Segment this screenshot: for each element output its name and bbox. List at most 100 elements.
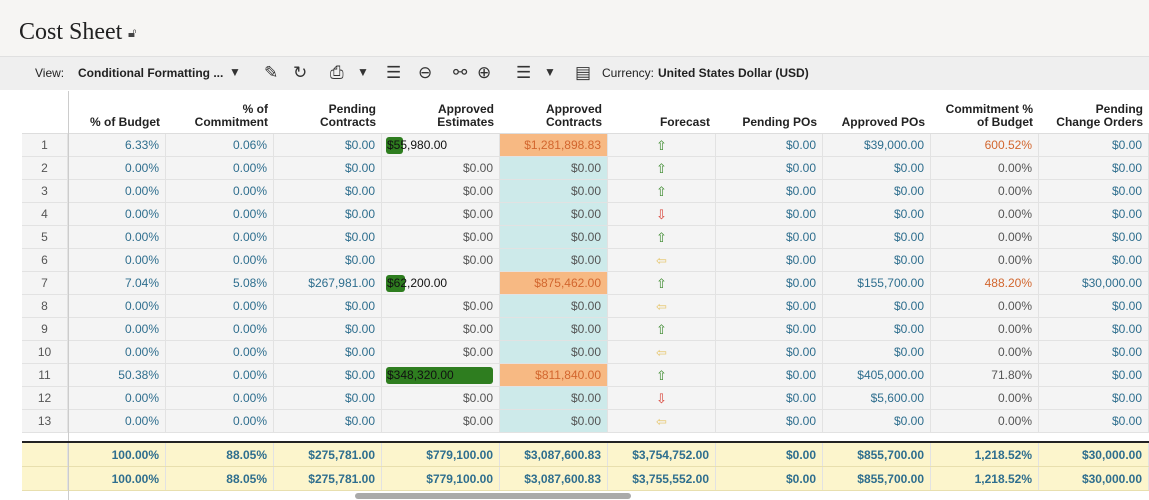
cell-pending-contracts[interactable]: $0.00 xyxy=(274,157,382,179)
cell-approved-pos[interactable]: $0.00 xyxy=(823,180,931,202)
cell-approved-pos[interactable]: $0.00 xyxy=(823,318,931,340)
cell-pending-pos[interactable]: $0.00 xyxy=(716,341,823,363)
forecast-left-arrow-icon[interactable]: ⇦ xyxy=(608,249,716,271)
cell-pending-contracts[interactable]: $0.00 xyxy=(274,226,382,248)
currency-value[interactable]: United States Dollar (USD) xyxy=(658,66,809,80)
cell-approved-contracts[interactable]: $0.00 xyxy=(500,387,608,409)
forecast-down-arrow-icon[interactable]: ⇩ xyxy=(608,387,716,409)
cell-pending-change-orders[interactable]: $0.00 xyxy=(1039,134,1149,156)
cell--of-commitment[interactable]: 0.00% xyxy=(166,295,274,317)
cell-pending-change-orders[interactable]: $0.00 xyxy=(1039,157,1149,179)
cell-commitment-of-budget[interactable]: 71.80% xyxy=(931,364,1039,386)
cell-commitment-of-budget[interactable]: 0.00% xyxy=(931,180,1039,202)
cell-approved-pos[interactable]: $0.00 xyxy=(823,341,931,363)
forecast-up-arrow-icon[interactable]: ⇧ xyxy=(608,134,716,156)
cell-approved-pos[interactable]: $39,000.00 xyxy=(823,134,931,156)
cell-approved-pos[interactable]: $405,000.00 xyxy=(823,364,931,386)
forecast-up-arrow-icon[interactable]: ⇧ xyxy=(608,318,716,340)
cell--of-budget[interactable]: 0.00% xyxy=(68,410,166,432)
cell-pending-pos[interactable]: $0.00 xyxy=(716,295,823,317)
cell-commitment-of-budget[interactable]: 0.00% xyxy=(931,157,1039,179)
cell-pending-change-orders[interactable]: $0.00 xyxy=(1039,295,1149,317)
cell-commitment-of-budget[interactable]: 0.00% xyxy=(931,249,1039,271)
cell-pending-pos[interactable]: $0.00 xyxy=(716,272,823,294)
cell-pending-change-orders[interactable]: $0.00 xyxy=(1039,341,1149,363)
cell-approved-pos[interactable]: $0.00 xyxy=(823,226,931,248)
cell--of-commitment[interactable]: 0.00% xyxy=(166,203,274,225)
cell-approved-estimates[interactable]: $0.00 xyxy=(382,387,500,409)
cell-pending-pos[interactable]: $0.00 xyxy=(716,203,823,225)
cell-pending-change-orders[interactable]: $0.00 xyxy=(1039,318,1149,340)
cell--of-commitment[interactable]: 0.00% xyxy=(166,410,274,432)
cell-approved-pos[interactable]: $5,600.00 xyxy=(823,387,931,409)
cell-approved-pos[interactable]: $0.00 xyxy=(823,203,931,225)
cell-approved-pos[interactable]: $155,700.00 xyxy=(823,272,931,294)
column-header[interactable]: Approved Estimates xyxy=(382,103,500,129)
currency-icon[interactable]: ▤ xyxy=(575,63,592,82)
cell-pending-pos[interactable]: $0.00 xyxy=(716,249,823,271)
menu-icon[interactable]: ☰ xyxy=(516,63,532,82)
cell-approved-estimates[interactable]: $0.00 xyxy=(382,226,500,248)
cell--of-budget[interactable]: 50.38% xyxy=(68,364,166,386)
column-header[interactable]: % of Commitment xyxy=(166,103,274,129)
forecast-up-arrow-icon[interactable]: ⇧ xyxy=(608,272,716,294)
cell--of-commitment[interactable]: 0.06% xyxy=(166,134,274,156)
table-row[interactable]: 4 0.00% 0.00% $0.00 $0.00 $0.00 ⇩ $0.00 $0.00 0.0… xyxy=(22,203,1149,226)
expand-icon[interactable]: ⊕ xyxy=(477,63,492,82)
table-row[interactable]: 5 0.00% 0.00% $0.00 $0.00 $0.00 ⇧ $0.00 $0.00 0.0… xyxy=(22,226,1149,249)
cell-pending-contracts[interactable]: $0.00 xyxy=(274,249,382,271)
cell-pending-change-orders[interactable]: $30,000.00 xyxy=(1039,272,1149,294)
cell--of-commitment[interactable]: 0.00% xyxy=(166,318,274,340)
cell-approved-estimates[interactable]: $0.00 xyxy=(382,410,500,432)
cell-approved-estimates[interactable]: $0.00 xyxy=(382,341,500,363)
refresh-icon[interactable]: ↻ xyxy=(293,63,308,82)
cell-approved-contracts[interactable]: $875,462.00 xyxy=(500,272,608,294)
print-icon[interactable]: ⎙ xyxy=(330,63,344,82)
cell--of-budget[interactable]: 0.00% xyxy=(68,226,166,248)
cell-pending-contracts[interactable]: $0.00 xyxy=(274,341,382,363)
column-header[interactable]: % of Budget xyxy=(68,116,166,129)
cell-pending-change-orders[interactable]: $0.00 xyxy=(1039,410,1149,432)
cell-pending-pos[interactable]: $0.00 xyxy=(716,134,823,156)
cell--of-commitment[interactable]: 0.00% xyxy=(166,249,274,271)
cell-approved-estimates[interactable]: $0.00 xyxy=(382,318,500,340)
cell--of-commitment[interactable]: 5.08% xyxy=(166,272,274,294)
cell-approved-estimates[interactable]: $0.00 xyxy=(382,157,500,179)
table-row[interactable]: 11 50.38% 0.00% $0.00 $348,320.00 $811,840.00… xyxy=(22,364,1149,387)
cell-commitment-of-budget[interactable]: 600.52% xyxy=(931,134,1039,156)
pencil-icon[interactable]: ✎ xyxy=(264,63,279,82)
cell-approved-estimates[interactable]: $0.00 xyxy=(382,180,500,202)
cell-pending-pos[interactable]: $0.00 xyxy=(716,387,823,409)
cell-approved-contracts[interactable]: $0.00 xyxy=(500,318,608,340)
cell-pending-contracts[interactable]: $0.00 xyxy=(274,364,382,386)
cell-approved-contracts[interactable]: $1,281,898.83 xyxy=(500,134,608,156)
cell-pending-change-orders[interactable]: $0.00 xyxy=(1039,226,1149,248)
column-header[interactable]: Approved POs xyxy=(823,116,931,129)
cell--of-commitment[interactable]: 0.00% xyxy=(166,157,274,179)
cell-commitment-of-budget[interactable]: 0.00% xyxy=(931,295,1039,317)
table-row[interactable]: 1 6.33% 0.06% $0.00 $55,980.00 $1,281,898.83 ⇧… xyxy=(22,134,1149,157)
table-row[interactable]: 13 0.00% 0.00% $0.00 $0.00 $0.00 ⇦ $0.00 $0.00 0.… xyxy=(22,410,1149,433)
filter-search-icon[interactable]: ☰ xyxy=(386,63,402,82)
forecast-up-arrow-icon[interactable]: ⇧ xyxy=(608,157,716,179)
table-row[interactable]: 3 0.00% 0.00% $0.00 $0.00 $0.00 ⇧ $0.00 $0.00 0.0… xyxy=(22,180,1149,203)
hierarchy-icon[interactable]: ⚯ xyxy=(453,63,468,82)
cell--of-commitment[interactable]: 0.00% xyxy=(166,387,274,409)
cell-approved-contracts[interactable]: $0.00 xyxy=(500,226,608,248)
cell-pending-contracts[interactable]: $0.00 xyxy=(274,318,382,340)
cell--of-budget[interactable]: 0.00% xyxy=(68,180,166,202)
cell-pending-change-orders[interactable]: $0.00 xyxy=(1039,364,1149,386)
cell-approved-contracts[interactable]: $0.00 xyxy=(500,203,608,225)
collapse-icon[interactable]: ⊖ xyxy=(418,63,433,82)
cell-commitment-of-budget[interactable]: 0.00% xyxy=(931,387,1039,409)
column-header[interactable]: Commitment % of Budget xyxy=(931,103,1039,129)
forecast-left-arrow-icon[interactable]: ⇦ xyxy=(608,341,716,363)
lock-icon[interactable]: 🔓︎ xyxy=(128,25,137,40)
print-dropdown-icon[interactable]: ▼ xyxy=(357,65,369,79)
cell--of-commitment[interactable]: 0.00% xyxy=(166,364,274,386)
cell--of-commitment[interactable]: 0.00% xyxy=(166,226,274,248)
cell-commitment-of-budget[interactable]: 0.00% xyxy=(931,341,1039,363)
cell--of-budget[interactable]: 0.00% xyxy=(68,157,166,179)
cell--of-budget[interactable]: 7.04% xyxy=(68,272,166,294)
cell-approved-contracts[interactable]: $0.00 xyxy=(500,410,608,432)
